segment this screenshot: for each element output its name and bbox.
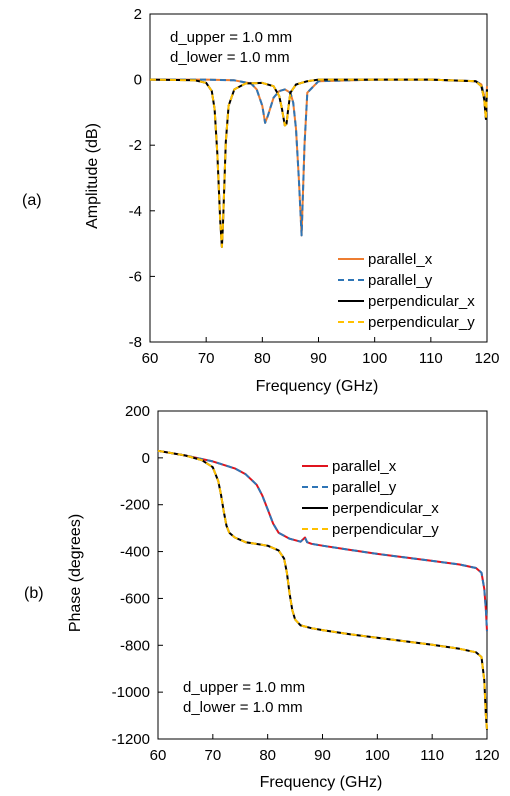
phase-chart: (b) d_upper = 1.0 mm d_lower = 1.0 mm Fr… <box>24 403 500 791</box>
x-axis-label: Frequency (GHz) <box>260 774 383 791</box>
y-tick-label: 200 <box>125 403 150 420</box>
y-tick-label: -8 <box>129 334 142 351</box>
legend-label: parallel_x <box>368 251 433 268</box>
y-tick-label: -6 <box>129 268 142 285</box>
x-tick-label: 120 <box>474 747 499 764</box>
legend-label: perpendicular_x <box>332 500 439 517</box>
x-tick-label: 60 <box>142 350 159 367</box>
annotation-line-2: d_lower = 1.0 mm <box>183 699 303 716</box>
y-tick-label: -800 <box>120 637 150 654</box>
x-tick-label: 70 <box>198 350 215 367</box>
y-tick-label: -400 <box>120 544 150 561</box>
x-tick-label: 90 <box>314 747 331 764</box>
legend-label: perpendicular_y <box>368 314 475 331</box>
y-tick-label: -200 <box>120 497 150 514</box>
annotation-line-2: d_lower = 1.0 mm <box>170 49 290 66</box>
y-tick-label: 0 <box>134 72 142 89</box>
x-axis-label: Frequency (GHz) <box>256 378 379 395</box>
x-tick-label: 80 <box>259 747 276 764</box>
x-tick-label: 100 <box>362 350 387 367</box>
annotation-line-1: d_upper = 1.0 mm <box>170 29 292 46</box>
y-tick-label: 0 <box>142 450 150 467</box>
series-line-perpendicular-x <box>149 78 488 248</box>
series-line-parallel-y <box>157 449 488 632</box>
amplitude-chart: (a) d_upper = 1.0 mm d_lower = 1.0 mm Fr… <box>22 6 500 395</box>
y-tick-label: 2 <box>134 6 142 23</box>
x-tick-label: 90 <box>310 350 327 367</box>
x-tick-label: 110 <box>420 747 444 764</box>
x-tick-label: 60 <box>150 747 167 764</box>
y-tick-label: -1000 <box>112 684 150 701</box>
legend-label: parallel_x <box>332 458 397 475</box>
series-line-perpendicular-y <box>157 449 488 730</box>
annotation-line-1: d_upper = 1.0 mm <box>183 679 305 696</box>
x-tick-label: 80 <box>254 350 271 367</box>
y-tick-label: -2 <box>129 137 142 154</box>
y-axis-label: Amplitude (dB) <box>84 123 101 229</box>
series-line-parallel-x <box>150 78 488 237</box>
x-tick-label: 100 <box>365 747 390 764</box>
legend-label: perpendicular_x <box>368 293 475 310</box>
panel-label-a: (a) <box>22 192 42 209</box>
y-tick-label: -4 <box>129 203 142 220</box>
x-tick-label: 110 <box>419 350 443 367</box>
series-line-parallel-x <box>157 449 488 632</box>
x-tick-label: 70 <box>204 747 221 764</box>
series-line-parallel-y <box>150 78 488 237</box>
x-tick-label: 120 <box>474 350 499 367</box>
y-tick-label: -1200 <box>112 731 150 748</box>
legend-label: parallel_y <box>368 272 433 289</box>
panel-label-b: (b) <box>24 585 44 602</box>
y-tick-label: -600 <box>120 590 150 607</box>
series-line-perpendicular-y <box>149 78 488 248</box>
y-axis-label: Phase (degrees) <box>67 514 84 632</box>
legend-label: perpendicular_y <box>332 521 439 538</box>
legend-label: parallel_y <box>332 479 397 496</box>
